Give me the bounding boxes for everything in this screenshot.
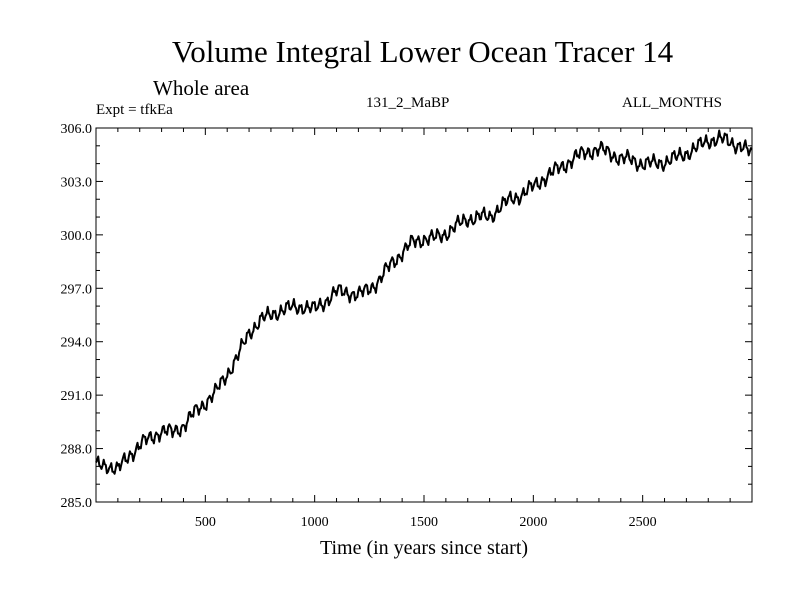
experiment-label: Expt = tfkEa: [96, 102, 173, 118]
x-tick-label: 500: [195, 515, 216, 530]
y-tick-label: 288.0: [61, 443, 93, 458]
x-tick-label: 1500: [410, 515, 438, 530]
x-tick-label: 2000: [519, 515, 547, 530]
season-label: ALL_MONTHS: [622, 95, 722, 111]
y-tick-label: 297.0: [61, 282, 93, 297]
run-label: 131_2_MaBP: [366, 95, 450, 111]
plot-frame: [95, 127, 753, 503]
y-tick-label: 291.0: [61, 389, 93, 404]
y-tick-label: 285.0: [61, 496, 93, 511]
series-line: [95, 129, 753, 475]
y-tick-label: 300.0: [61, 229, 93, 244]
axis-ticks: [96, 127, 752, 503]
chart-subtitle: Whole area: [153, 76, 250, 100]
x-axis-label: Time (in years since start): [319, 537, 529, 559]
x-tick-label: 1000: [301, 515, 329, 530]
y-tick-label: 306.0: [61, 122, 93, 137]
y-axis-tick-labels: 285.0 288.0 291.0 294.0 297.0 300.0 303.0 306.0: [61, 122, 93, 511]
x-tick-label: 2500: [629, 515, 657, 530]
x-axis-tick-labels: 500 1000 1500 2000 2500: [195, 515, 657, 530]
chart-title: Volume Integral Lower Ocean Tracer 14: [171, 34, 674, 69]
y-tick-label: 294.0: [61, 336, 93, 351]
y-tick-label: 303.0: [61, 175, 93, 190]
